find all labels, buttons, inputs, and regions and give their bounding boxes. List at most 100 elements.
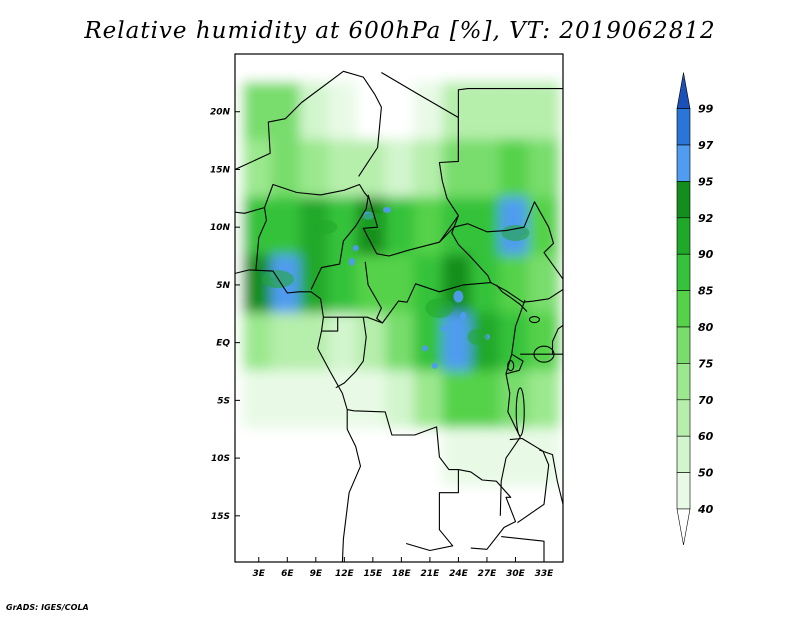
lon-label: 21E — [421, 569, 441, 579]
humidity-cell — [470, 428, 504, 489]
humidity-cell — [356, 254, 390, 315]
humidity-cell — [271, 312, 304, 373]
humidity-cell — [499, 370, 532, 431]
humidity-cell — [470, 485, 504, 546]
country-borders — [235, 70, 563, 562]
humidity-cell — [328, 254, 361, 315]
humidity-cell — [527, 139, 561, 200]
humidity-cell — [413, 312, 447, 373]
humidity-cell — [299, 370, 332, 431]
colorbar-swatch — [676, 435, 691, 473]
humidity-cell — [499, 81, 532, 142]
humidity-cell — [527, 197, 561, 258]
humid-patch — [358, 212, 387, 231]
humidity-cell — [499, 485, 532, 546]
chart-title: Relative humidity at 600hPa [%], VT: 201… — [84, 18, 716, 44]
map-frame — [234, 53, 564, 563]
humidity-cell — [299, 312, 332, 373]
humidity-cell — [271, 139, 304, 200]
colorbar-swatch — [676, 217, 691, 255]
humidity-cell — [499, 428, 532, 489]
humidity-cell — [328, 139, 361, 200]
humidity-cell — [527, 312, 561, 373]
humidity-cell — [356, 370, 390, 431]
very-humid-patch — [441, 325, 448, 332]
border-line — [310, 192, 369, 290]
latitude-axis: 20N 15N 10N 5N EQ 5S 10S 15S — [210, 108, 240, 522]
colorbar-bottom-arrow — [676, 508, 691, 546]
humidity-cell — [527, 428, 561, 489]
lat-label: 15S — [211, 512, 230, 522]
border-line — [439, 201, 563, 280]
very-humid-patch — [352, 244, 359, 251]
lat-label: 20N — [210, 108, 231, 118]
lat-label: 5S — [217, 396, 230, 406]
colorbar-swatch — [676, 253, 691, 291]
lon-label: 15E — [364, 569, 384, 579]
lon-label: 27E — [478, 569, 498, 579]
humidity-cell — [413, 81, 447, 142]
border-line — [495, 284, 528, 312]
humidity-cell — [413, 370, 447, 431]
colorbar-swatch — [676, 290, 691, 328]
colorbar-swatch — [676, 399, 691, 437]
humidity-cell — [442, 197, 475, 258]
lake-outline — [515, 387, 525, 437]
colorbar: 99 97 95 92 90 85 80 75 70 60 50 40 — [676, 72, 714, 546]
humidity-cell — [242, 428, 275, 489]
lon-label: 33E — [535, 569, 555, 579]
humidity-cell — [242, 81, 275, 142]
humidity-cell — [271, 81, 304, 142]
colorbar-label: 75 — [698, 357, 714, 370]
colorbar-label: 60 — [698, 430, 714, 443]
lon-label: 3E — [253, 569, 266, 579]
colorbar-swatch — [676, 363, 691, 401]
colorbar-label: 90 — [698, 248, 714, 261]
humidity-cell — [299, 139, 332, 200]
lake-outline — [533, 345, 555, 363]
border-line — [490, 282, 563, 303]
colorbar-label: 50 — [698, 467, 714, 480]
lon-label: 24E — [449, 569, 469, 579]
colorbar-swatch — [676, 108, 691, 146]
lat-label: 15N — [210, 165, 231, 175]
humidity-cell — [499, 312, 532, 373]
humidity-cell — [470, 370, 504, 431]
very-humid-patch — [383, 206, 392, 213]
humidity-cell — [356, 485, 390, 546]
humidity-cell — [328, 485, 361, 546]
border-line — [551, 324, 563, 355]
humidity-cell — [299, 254, 332, 315]
humidity-cell — [242, 312, 275, 373]
border-line — [499, 299, 526, 516]
colorbar-label: 97 — [698, 139, 714, 152]
humidity-cell — [527, 370, 561, 431]
humidity-cell — [385, 81, 418, 142]
lat-label: EQ — [216, 339, 230, 349]
colorbar-swatch — [676, 181, 691, 219]
colorbar-label: 40 — [697, 503, 714, 516]
humidity-cell — [413, 139, 447, 200]
humidity-cell — [442, 312, 475, 373]
colorbar-label: 85 — [698, 285, 714, 298]
humidity-cell — [356, 428, 390, 489]
border-line — [321, 317, 339, 332]
humidity-cell — [442, 370, 475, 431]
humidity-cell — [442, 485, 475, 546]
colorbar-swatch — [676, 144, 691, 182]
humidity-cell — [299, 485, 332, 546]
border-line — [505, 353, 524, 375]
humidity-cell — [385, 312, 418, 373]
border-line — [235, 269, 362, 562]
humidity-cell — [413, 197, 447, 258]
very-humid-patch — [460, 312, 467, 321]
humidity-cell — [385, 370, 418, 431]
humid-patch — [425, 298, 454, 318]
credit-label: GrADS: IGES/COLA — [6, 603, 89, 612]
border-line — [235, 207, 267, 270]
humidity-cell — [413, 428, 447, 489]
humidity-cell — [470, 81, 504, 142]
border-line — [235, 70, 382, 177]
humidity-cell — [385, 254, 418, 315]
lake-outline — [528, 315, 541, 324]
